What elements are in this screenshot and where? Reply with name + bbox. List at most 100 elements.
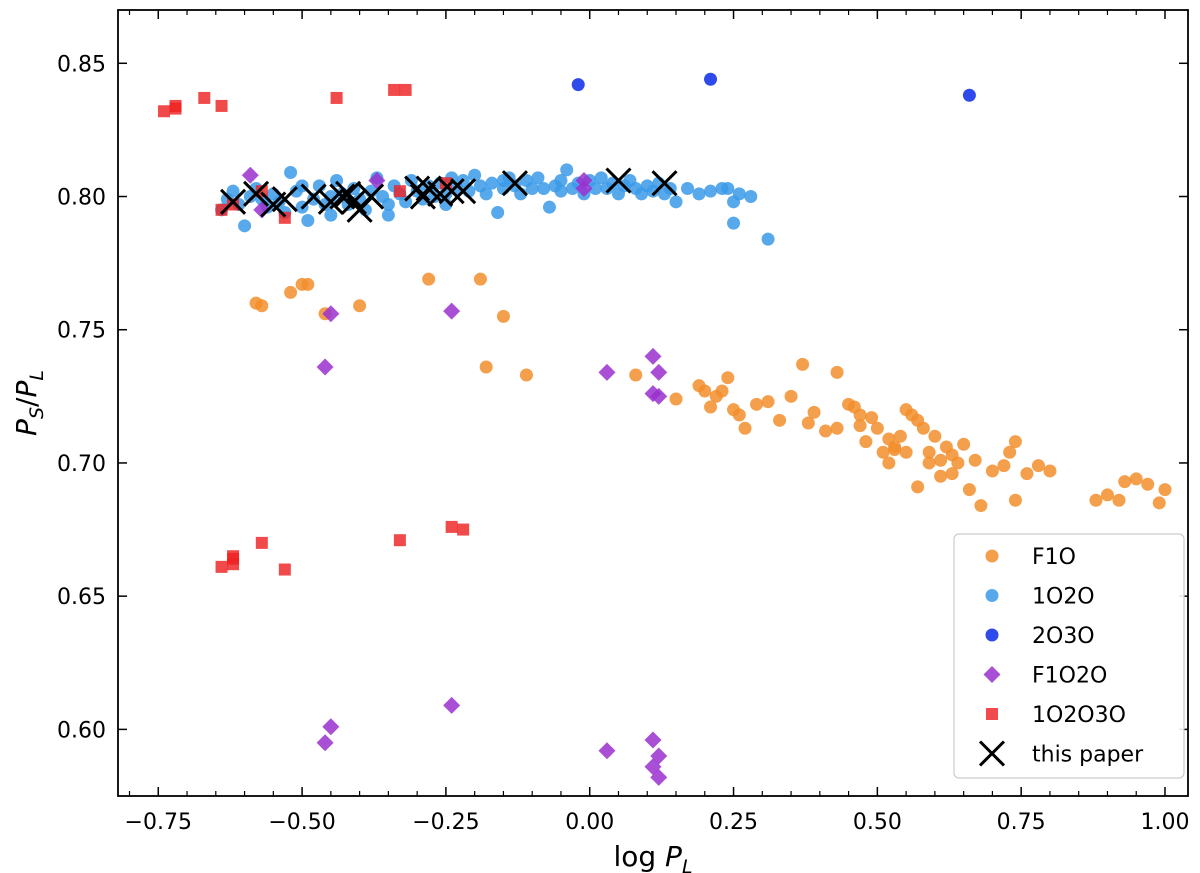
data-point: [644, 731, 662, 749]
data-point: [198, 91, 211, 104]
legend-label: 1O2O: [1032, 585, 1095, 610]
data-point: [650, 747, 668, 765]
data-point: [531, 171, 545, 185]
data-point: [491, 205, 505, 219]
data-point: [962, 88, 976, 102]
data-point: [525, 182, 539, 196]
data-point: [669, 392, 683, 406]
data-point: [301, 277, 315, 291]
data-point: [934, 453, 948, 467]
data-point: [485, 176, 499, 190]
y-axis-label: PS/PL: [10, 370, 48, 436]
data-point: [738, 421, 752, 435]
data-point: [928, 429, 942, 443]
x-axis-label: log PL: [613, 840, 692, 873]
legend-marker: [985, 628, 999, 642]
data-point: [468, 168, 482, 182]
data-point: [865, 411, 879, 425]
data-point: [1003, 445, 1017, 459]
data-point: [1100, 488, 1114, 502]
data-point: [911, 480, 925, 494]
x-tick-label: 0.00: [565, 810, 614, 835]
data-point: [598, 363, 616, 381]
data-point: [704, 72, 718, 86]
data-point: [974, 499, 988, 513]
data-point: [496, 309, 510, 323]
data-point: [450, 178, 477, 205]
data-point: [443, 696, 461, 714]
data-point: [322, 718, 340, 736]
data-point: [899, 445, 913, 459]
series-this-paper: [219, 167, 678, 223]
data-point: [445, 520, 458, 533]
data-point: [945, 467, 959, 481]
data-point: [784, 389, 798, 403]
data-point: [1008, 435, 1022, 449]
legend-marker: [985, 549, 999, 563]
data-point: [732, 187, 746, 201]
data-point: [1112, 493, 1126, 507]
data-point: [554, 184, 568, 198]
series-f1o: [249, 272, 1172, 513]
data-point: [951, 456, 965, 470]
data-point: [750, 397, 764, 411]
y-tick-label: 0.85: [57, 52, 106, 77]
data-point: [479, 187, 493, 201]
data-point: [300, 183, 327, 210]
data-point: [422, 272, 436, 286]
data-point: [893, 429, 907, 443]
data-point: [605, 167, 632, 194]
legend-label: 2O3O: [1032, 624, 1095, 649]
x-tick-label: 1.00: [1140, 810, 1189, 835]
data-point: [650, 363, 668, 381]
data-point: [215, 560, 228, 573]
data-point: [732, 408, 746, 422]
data-point: [761, 232, 775, 246]
data-point: [560, 163, 574, 177]
data-points: [158, 72, 1172, 786]
data-point: [650, 768, 668, 786]
data-point: [438, 178, 465, 205]
x-tick-label: 0.75: [997, 810, 1046, 835]
data-point: [962, 483, 976, 497]
data-point: [255, 299, 269, 313]
data-point: [882, 456, 896, 470]
data-point: [554, 174, 568, 188]
data-point: [496, 174, 510, 188]
x-tick-label: 0.50: [853, 810, 902, 835]
data-point: [226, 184, 240, 198]
data-point: [957, 437, 971, 451]
x-tick-label: 0.25: [709, 810, 758, 835]
data-point: [215, 99, 228, 112]
data-point: [819, 424, 833, 438]
data-point: [870, 421, 884, 435]
data-point: [399, 83, 412, 96]
legend-marker: [978, 740, 1006, 767]
data-point: [876, 445, 890, 459]
data-point: [1152, 496, 1166, 510]
legend-label: F1O2O: [1032, 664, 1107, 689]
data-point: [692, 187, 706, 201]
legend: F1O 1O2O 2O3O F1O2O 1O2O3O this paper: [953, 533, 1185, 779]
legend-box: [953, 533, 1185, 779]
data-point: [393, 534, 406, 547]
data-point: [704, 184, 718, 198]
data-point: [284, 166, 298, 180]
data-point: [335, 180, 362, 207]
data-point: [650, 387, 668, 405]
data-point: [715, 384, 729, 398]
data-point: [594, 171, 608, 185]
data-point: [501, 170, 528, 197]
data-point: [1129, 472, 1143, 486]
data-point: [916, 421, 930, 435]
data-point: [537, 182, 551, 196]
data-point: [443, 302, 461, 320]
data-point: [316, 358, 334, 376]
data-point: [301, 213, 315, 227]
data-point: [227, 558, 240, 571]
data-point: [322, 305, 340, 323]
data-point: [1118, 475, 1132, 489]
data-point: [761, 395, 775, 409]
data-point: [457, 523, 470, 536]
